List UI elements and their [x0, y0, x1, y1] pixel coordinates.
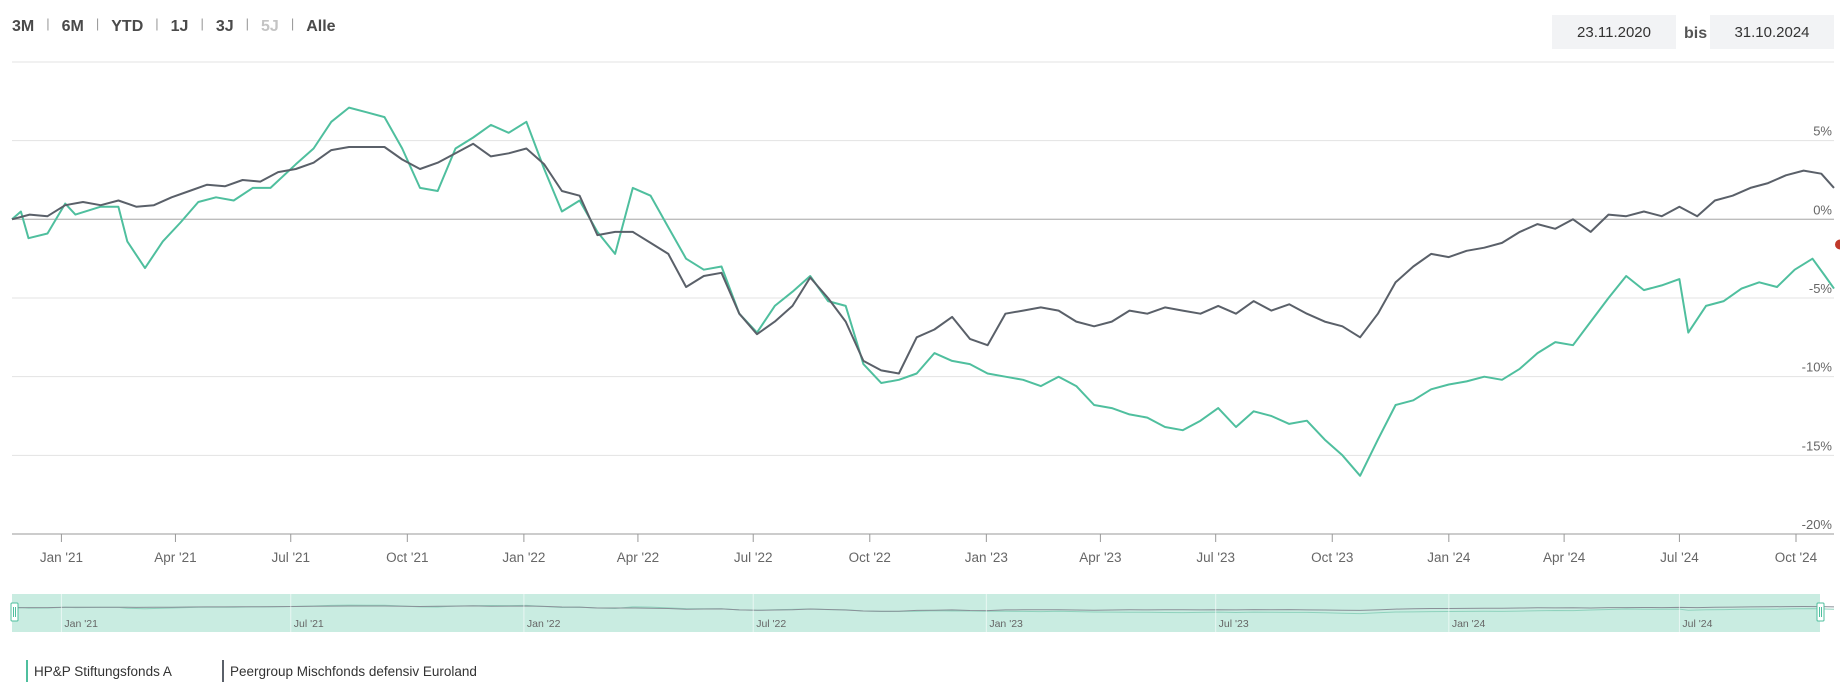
range-separator: | [200, 15, 204, 31]
series-line-peergroup [11, 142, 1835, 375]
navigator-tick-label: Jul '23 [1219, 618, 1249, 630]
range-button-6m[interactable]: 6M [61, 18, 84, 35]
date-range-separator: bis [1684, 25, 1708, 42]
navigator[interactable]: Jan '21 Jul '21 Jan '22 Jul '22 Jan '23 Jul '… [10, 594, 1835, 632]
series-end-marker [1835, 239, 1840, 250]
range-button-5j: 5J [261, 18, 279, 35]
series-line-fund [11, 106, 1835, 477]
navigator-tick-label: Jan '22 [527, 618, 561, 630]
y-tick-label: -20% [1802, 517, 1833, 532]
y-tick-label: 5% [1813, 124, 1832, 139]
range-separator: | [155, 15, 159, 31]
x-axis: Jan '21 Apr '21 Jul '21 Oct '21 Jan '22 Apr '… [12, 533, 1834, 565]
range-button-ytd[interactable]: YTD [111, 18, 144, 35]
x-tick-label: Oct '23 [1311, 550, 1353, 565]
x-tick-label: Oct '21 [386, 550, 428, 565]
date-to-input[interactable]: 31.10.2024 [1710, 15, 1834, 49]
x-tick-label: Apr '22 [617, 550, 659, 565]
x-tick-label: Apr '24 [1543, 550, 1586, 565]
navigator-tick-label: Jan '21 [64, 618, 98, 630]
legend-swatch-peergroup [222, 660, 224, 682]
x-tick-label: Jul '21 [271, 550, 310, 565]
range-separator: | [245, 15, 250, 31]
date-from-input[interactable]: 23.11.2020 [1552, 15, 1676, 49]
range-button-3j[interactable]: 3J [215, 18, 234, 35]
x-tick-label: Apr '23 [1079, 550, 1121, 565]
performance-chart: 5% 0% -5% -10% -15% -20% Jan '21 Apr '21 Jul '2… [10, 61, 1840, 632]
x-tick-label: Apr '21 [154, 550, 196, 565]
x-tick-label: Jan '21 [40, 550, 83, 565]
navigator-tick-label: Jul '24 [1682, 618, 1712, 630]
navigator-handle-right[interactable] [1816, 602, 1825, 622]
legend-item-fund[interactable]: HP&P Stiftungsfonds A [26, 660, 172, 682]
x-tick-label: Jan '24 [1427, 550, 1471, 565]
x-tick-label: Jul '24 [1660, 550, 1699, 565]
legend-swatch-fund [26, 660, 28, 682]
x-tick-label: Oct '22 [849, 550, 891, 565]
series-layer [11, 106, 1840, 477]
y-tick-label: -15% [1802, 438, 1833, 453]
range-button-3m[interactable]: 3M [12, 18, 35, 35]
navigator-tick-label: Jan '23 [989, 618, 1023, 630]
x-tick-label: Jul '23 [1196, 550, 1235, 565]
navigator-tick-label: Jul '22 [756, 618, 786, 630]
navigator-tick-label: Jan '24 [1452, 618, 1486, 630]
y-tick-label: -5% [1809, 281, 1833, 296]
navigator-tick-label: Jul '21 [294, 618, 324, 630]
legend-label-fund: HP&P Stiftungsfonds A [34, 663, 172, 679]
range-selector: 3M | 6M | YTD | 1J | 3J | 5J | Alle [12, 15, 336, 36]
x-tick-label: Jan '23 [965, 550, 1008, 565]
navigator-line-peergroup [11, 605, 1835, 612]
navigator-handle-left[interactable] [10, 602, 19, 622]
y-tick-label: 0% [1813, 202, 1832, 217]
grid-layer: 5% 0% -5% -10% -15% -20% [12, 61, 1834, 535]
x-tick-label: Jan '22 [502, 550, 545, 565]
range-separator: | [95, 15, 100, 31]
range-separator: | [46, 15, 50, 31]
range-button-1j[interactable]: 1J [170, 18, 189, 35]
navigator-selection [12, 594, 1820, 632]
x-tick-label: Oct '24 [1775, 550, 1818, 565]
y-tick-label: -10% [1802, 360, 1833, 375]
x-tick-label: Jul '22 [734, 550, 773, 565]
legend-item-peergroup[interactable]: Peergroup Mischfonds defensiv Euroland [222, 660, 477, 682]
range-button-alle[interactable]: Alle [306, 18, 336, 35]
range-separator: | [290, 15, 295, 31]
legend-label-peergroup: Peergroup Mischfonds defensiv Euroland [230, 663, 477, 679]
